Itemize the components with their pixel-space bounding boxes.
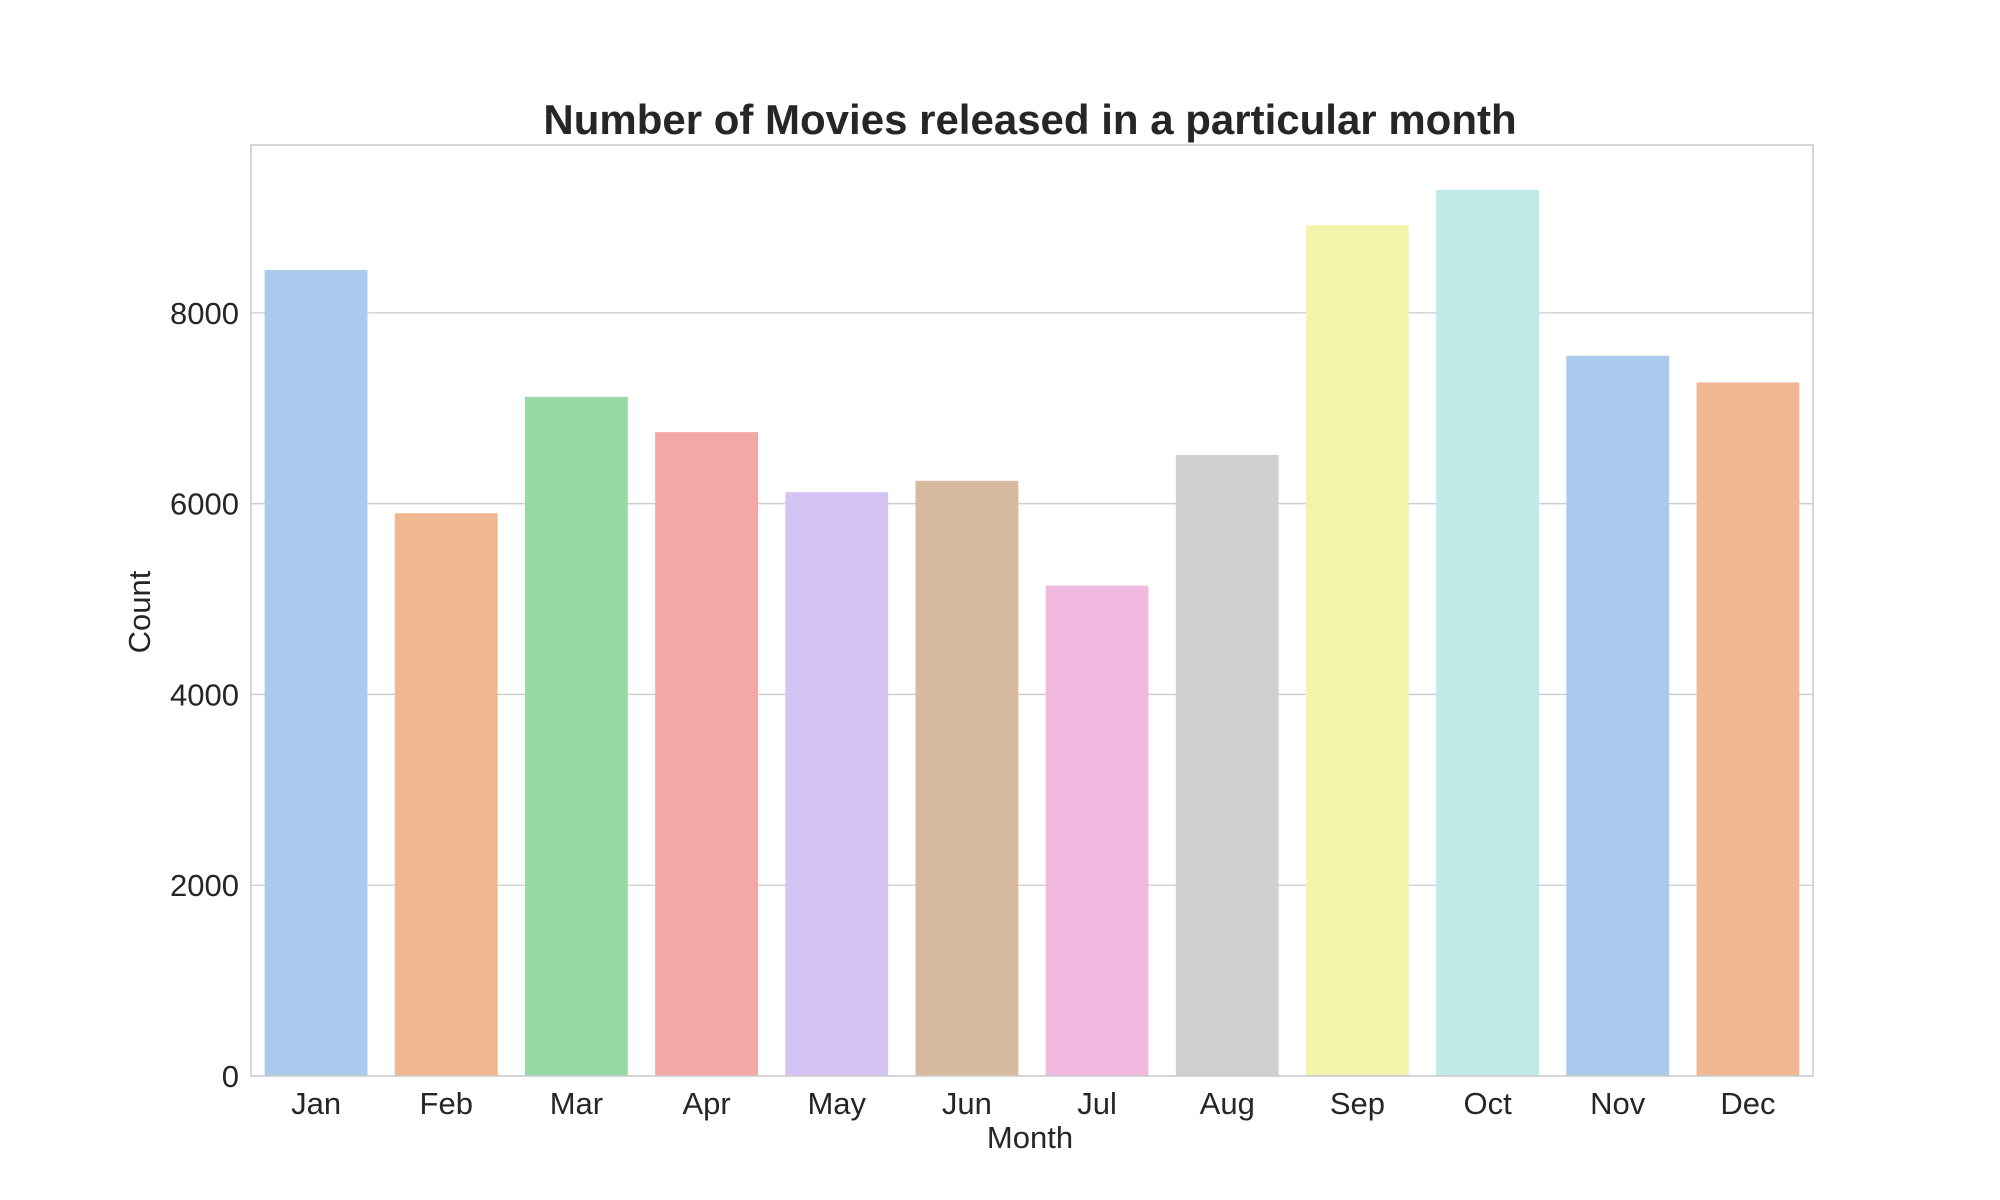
- x-tick-label-oct: Oct: [1463, 1086, 1512, 1121]
- bar-sep: [1306, 225, 1409, 1076]
- bar-jun: [915, 480, 1019, 1076]
- bar-apr: [655, 432, 758, 1076]
- bar-mar: [525, 396, 628, 1076]
- y-tick-label: 8000: [170, 296, 239, 331]
- x-tick-label-apr: Apr: [682, 1086, 730, 1121]
- chart-title: Number of Movies released in a particula…: [543, 96, 1516, 143]
- x-tick-label-jan: Jan: [291, 1086, 341, 1121]
- x-tick-label-nov: Nov: [1590, 1086, 1646, 1121]
- y-tick-label: 0: [222, 1059, 239, 1094]
- y-gridlines: [251, 312, 1813, 886]
- x-tick-label-aug: Aug: [1200, 1086, 1255, 1121]
- y-tick-labels: 0 2000 4000 6000 8000: [170, 296, 239, 1094]
- bar-nov: [1566, 355, 1670, 1077]
- x-tick-label-may: May: [807, 1086, 866, 1121]
- x-tick-label-feb: Feb: [420, 1086, 473, 1121]
- y-tick-label: 2000: [170, 868, 239, 903]
- x-tick-label-dec: Dec: [1720, 1086, 1775, 1121]
- x-tick-labels: Jan Feb Mar Apr May Jun Jul Aug Sep Oct Nov Dec: [291, 1086, 1775, 1121]
- y-axis-label: Count: [122, 570, 157, 653]
- plot-frame: [250, 144, 1814, 1077]
- x-tick-label-jun: Jun: [942, 1086, 992, 1121]
- y-tick-label: 6000: [170, 487, 239, 522]
- bar-jul: [1045, 585, 1149, 1076]
- x-tick-label-sep: Sep: [1330, 1086, 1385, 1121]
- bars: [264, 189, 1800, 1077]
- x-tick-label-jul: Jul: [1077, 1086, 1117, 1121]
- bar-aug: [1175, 455, 1279, 1076]
- bar-dec: [1696, 382, 1800, 1076]
- bar-may: [785, 492, 889, 1076]
- y-tick-label: 4000: [170, 677, 239, 712]
- x-axis-label: Month: [987, 1120, 1073, 1155]
- x-tick-label-mar: Mar: [550, 1086, 603, 1121]
- bar-oct: [1436, 189, 1539, 1076]
- bar-feb: [394, 513, 498, 1076]
- bar-jan: [264, 269, 368, 1076]
